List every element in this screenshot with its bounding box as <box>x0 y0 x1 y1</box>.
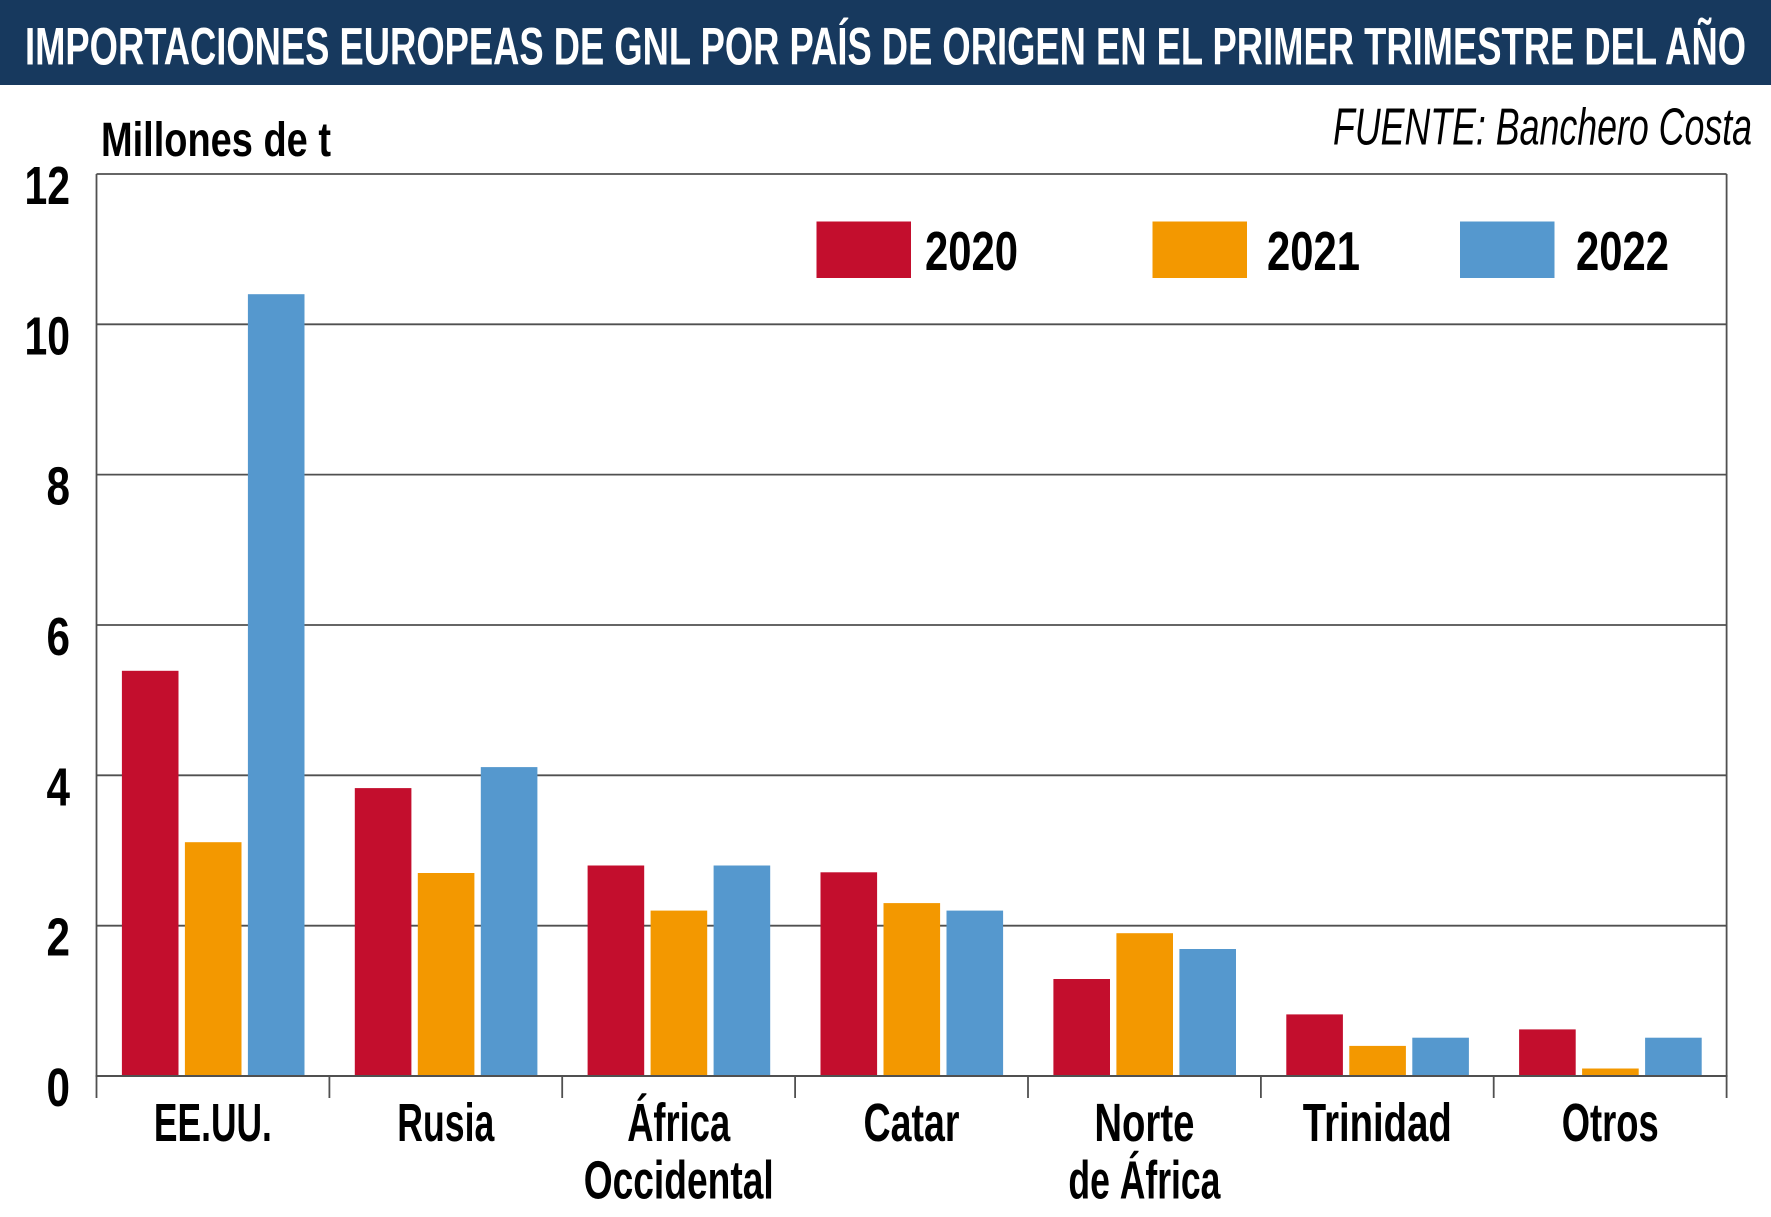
svg-text:0: 0 <box>47 1059 71 1118</box>
svg-text:Rusia: Rusia <box>397 1094 495 1153</box>
svg-text:IMPORTACIONES EUROPEAS DE GNL: IMPORTACIONES EUROPEAS DE GNL POR PAÍS D… <box>25 17 1746 77</box>
svg-text:Norte: Norte <box>1094 1094 1194 1153</box>
svg-text:África: África <box>627 1093 731 1153</box>
svg-text:Occidental: Occidental <box>584 1152 774 1211</box>
svg-text:4: 4 <box>47 758 71 817</box>
svg-text:Trinidad: Trinidad <box>1303 1094 1452 1153</box>
svg-text:10: 10 <box>25 307 71 366</box>
svg-text:FUENTE: Banchero Costa: FUENTE: Banchero Costa <box>1333 99 1752 157</box>
svg-text:2: 2 <box>47 909 71 968</box>
svg-text:EE.UU.: EE.UU. <box>154 1094 272 1153</box>
svg-text:2020: 2020 <box>925 221 1018 282</box>
svg-text:2021: 2021 <box>1267 221 1360 282</box>
svg-text:Otros: Otros <box>1562 1094 1659 1153</box>
svg-text:Catar: Catar <box>864 1094 960 1153</box>
svg-text:Millones de t: Millones de t <box>101 114 331 167</box>
svg-text:de África: de África <box>1068 1151 1221 1211</box>
svg-text:8: 8 <box>47 458 71 517</box>
svg-text:2022: 2022 <box>1576 221 1669 282</box>
svg-text:6: 6 <box>47 608 71 667</box>
svg-text:12: 12 <box>25 157 71 216</box>
